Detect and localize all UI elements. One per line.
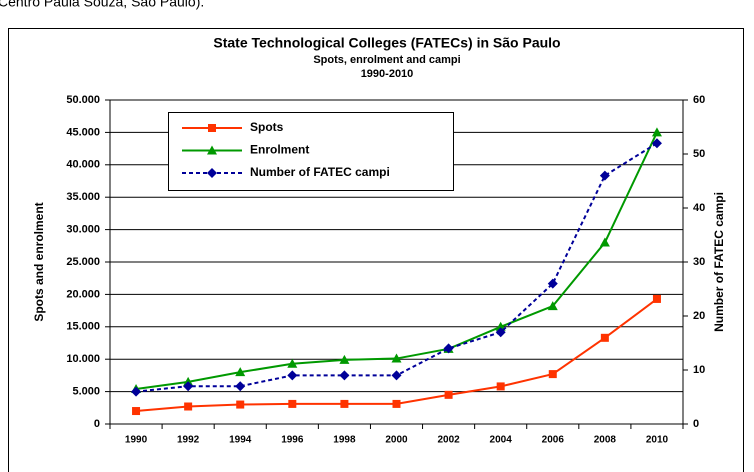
x-tick-label: 2008 xyxy=(594,435,617,446)
y-tick-label: 5.000 xyxy=(72,386,100,398)
chart-title: State Technological Colleges (FATECs) in… xyxy=(213,35,560,51)
y-tick-label: 50.000 xyxy=(66,94,100,106)
data-point xyxy=(288,399,297,408)
y2-tick-label: 20 xyxy=(693,310,705,322)
y2-axis-label: Number of FATEC campi xyxy=(712,192,726,332)
x-tick-label: 1996 xyxy=(281,435,304,446)
x-tick-label: 2006 xyxy=(542,435,565,446)
data-point xyxy=(339,354,350,364)
data-point xyxy=(443,343,454,354)
data-point xyxy=(547,278,558,289)
data-point xyxy=(131,386,142,397)
legend-label: Spots xyxy=(250,120,284,134)
data-point xyxy=(184,402,193,411)
data-point xyxy=(599,237,610,247)
data-point xyxy=(235,367,246,377)
legend-marker xyxy=(208,124,216,132)
x-tick-label: 1992 xyxy=(177,435,200,446)
x-tick-label: 2010 xyxy=(646,435,669,446)
data-point xyxy=(287,370,298,381)
legend: Spots Enrolment Number of FATEC campi xyxy=(168,112,454,191)
x-tick-label: 1994 xyxy=(229,435,252,446)
data-point xyxy=(132,407,141,416)
legend-marker xyxy=(207,145,217,155)
data-point xyxy=(339,370,350,381)
x-tick-label: 2002 xyxy=(437,435,460,446)
chart-frame xyxy=(8,28,744,472)
data-point xyxy=(183,381,194,392)
data-point xyxy=(340,399,349,408)
data-point xyxy=(444,390,453,399)
data-point xyxy=(496,382,505,391)
data-point xyxy=(548,370,557,379)
y2-tick-label: 50 xyxy=(693,148,705,160)
data-point xyxy=(599,170,610,181)
data-point xyxy=(287,358,298,368)
y-tick-label: 35.000 xyxy=(66,191,100,203)
chart-subtitle: Spots, enrolment and campi xyxy=(313,54,460,66)
data-point xyxy=(652,294,661,303)
y-tick-label: 45.000 xyxy=(66,126,100,138)
data-point xyxy=(600,333,609,342)
legend-label: Enrolment xyxy=(250,143,309,157)
legend-label: Number of FATEC campi xyxy=(250,165,390,179)
data-point xyxy=(391,370,402,381)
y-tick-label: 10.000 xyxy=(66,353,100,365)
x-tick-label: 1990 xyxy=(125,435,148,446)
data-point xyxy=(392,399,401,408)
y-tick-label: 20.000 xyxy=(66,288,100,300)
y-axis-label: Spots and enrolment xyxy=(32,202,46,321)
y2-tick-label: 10 xyxy=(693,364,705,376)
y2-tick-label: 40 xyxy=(693,202,705,214)
y-tick-label: 40.000 xyxy=(66,159,100,171)
y2-tick-label: 0 xyxy=(693,418,699,430)
data-point xyxy=(495,327,506,338)
y2-tick-label: 30 xyxy=(693,256,705,268)
y-tick-label: 30.000 xyxy=(66,224,100,236)
data-point xyxy=(651,138,662,149)
chart-period: 1990-2010 xyxy=(361,68,414,80)
data-point xyxy=(391,353,402,363)
data-point xyxy=(547,301,558,311)
data-point xyxy=(235,381,246,392)
y-tick-label: 0 xyxy=(94,418,100,430)
y2-tick-label: 60 xyxy=(693,94,705,106)
x-tick-label: 2004 xyxy=(490,435,513,446)
data-point xyxy=(236,400,245,409)
legend-marker xyxy=(207,168,217,178)
x-tick-label: 1998 xyxy=(333,435,356,446)
y-tick-label: 15.000 xyxy=(66,321,100,333)
x-tick-label: 2000 xyxy=(385,435,408,446)
data-point xyxy=(651,127,662,137)
caption: Centro Paula Souza, São Paulo). xyxy=(0,0,204,10)
y-tick-label: 25.000 xyxy=(66,256,100,268)
